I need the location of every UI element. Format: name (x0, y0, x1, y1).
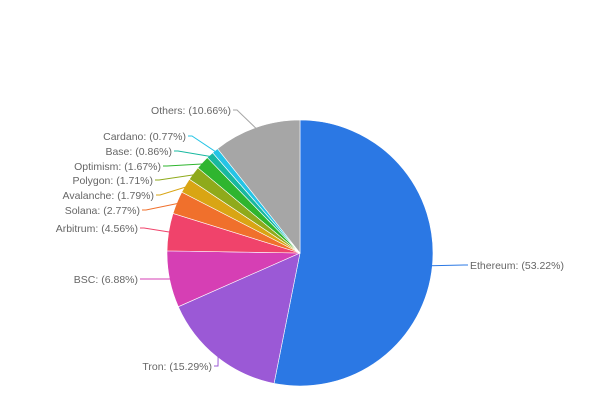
leader-line-base (174, 150, 212, 158)
pie-slice-others[interactable] (217, 119, 301, 254)
leader-line-others (233, 109, 258, 130)
slice-label-polygon: Polygon: (1.71%) (72, 175, 153, 187)
label-leader-lines (140, 109, 468, 367)
slice-label-solana: Solana: (2.77%) (65, 205, 140, 217)
leader-line-ethereum (430, 264, 468, 267)
pie-slices (166, 119, 434, 387)
leader-line-polygon (155, 174, 196, 181)
leader-line-cardano (188, 135, 217, 153)
leader-line-solana (142, 202, 179, 211)
slice-label-optimism: Optimism: (1.67%) (74, 161, 161, 173)
pie-slice-tron[interactable] (177, 252, 301, 384)
slice-label-base: Base: (0.86%) (105, 146, 172, 158)
slice-label-ethereum: Ethereum: (53.22%) (470, 260, 564, 272)
leader-line-tron (214, 355, 219, 367)
slice-label-others: Others: (10.66%) (151, 105, 231, 117)
leader-line-avalanche (156, 186, 188, 196)
slice-label-avalanche: Avalanche: (1.79%) (63, 190, 154, 202)
leader-line-optimism (163, 163, 204, 167)
leader-line-arbitrum (140, 227, 171, 233)
slice-label-cardano: Cardano: (0.77%) (103, 131, 186, 143)
slice-label-tron: Tron: (15.29%) (142, 361, 212, 373)
slice-label-arbitrum: Arbitrum: (4.56%) (56, 223, 138, 235)
slice-labels: Ethereum: (53.22%) Tron: (15.29%) BSC: (6.… (56, 105, 564, 373)
slice-label-bsc: BSC: (6.88%) (74, 274, 138, 286)
